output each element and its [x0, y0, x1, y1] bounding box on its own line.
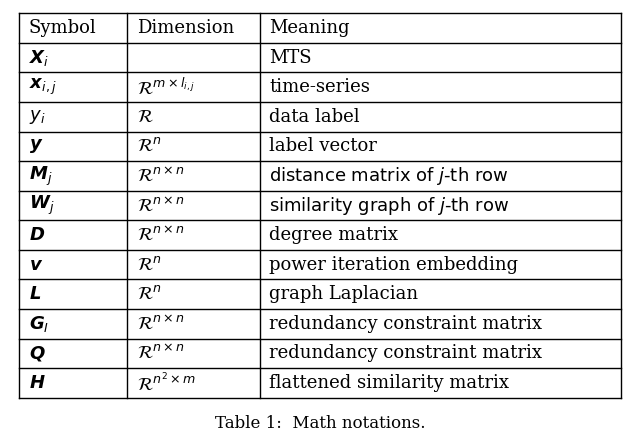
Text: $\boldsymbol{G}_I$: $\boldsymbol{G}_I$: [29, 314, 49, 334]
Text: $\boldsymbol{x}_{i,j}$: $\boldsymbol{x}_{i,j}$: [29, 77, 57, 97]
Text: $\boldsymbol{v}$: $\boldsymbol{v}$: [29, 255, 43, 274]
Text: $\boldsymbol{M}_j$: $\boldsymbol{M}_j$: [29, 164, 52, 187]
Text: redundancy constraint matrix: redundancy constraint matrix: [269, 344, 543, 362]
Text: Dimension: Dimension: [137, 19, 234, 37]
Text: $\boldsymbol{L}$: $\boldsymbol{L}$: [29, 285, 41, 303]
Text: degree matrix: degree matrix: [269, 226, 399, 244]
Text: label vector: label vector: [269, 137, 378, 156]
Text: data label: data label: [269, 108, 360, 126]
Text: Symbol: Symbol: [29, 19, 97, 37]
Text: $y_i$: $y_i$: [29, 108, 45, 126]
Text: $\boldsymbol{D}$: $\boldsymbol{D}$: [29, 226, 45, 244]
Text: $\boldsymbol{H}$: $\boldsymbol{H}$: [29, 374, 45, 392]
Text: graph Laplacian: graph Laplacian: [269, 285, 419, 303]
Text: distance matrix of $j$-th row: distance matrix of $j$-th row: [269, 165, 509, 187]
Text: $\mathcal{R}^{n\times n}$: $\mathcal{R}^{n\times n}$: [137, 167, 185, 185]
Text: flattened similarity matrix: flattened similarity matrix: [269, 374, 509, 392]
Text: $\boldsymbol{W}_j$: $\boldsymbol{W}_j$: [29, 194, 54, 217]
Text: $\boldsymbol{X}_i$: $\boldsymbol{X}_i$: [29, 48, 49, 68]
Text: $\boldsymbol{Q}$: $\boldsymbol{Q}$: [29, 344, 45, 363]
Text: $\mathcal{R}^{n\times n}$: $\mathcal{R}^{n\times n}$: [137, 344, 185, 362]
Text: $\mathcal{R}^{n}$: $\mathcal{R}^{n}$: [137, 285, 162, 303]
Text: $\mathcal{R}^{n\times n}$: $\mathcal{R}^{n\times n}$: [137, 197, 185, 214]
Text: similarity graph of $j$-th row: similarity graph of $j$-th row: [269, 194, 510, 217]
Text: $\mathcal{R}^{n}$: $\mathcal{R}^{n}$: [137, 137, 162, 156]
Text: MTS: MTS: [269, 49, 312, 67]
Text: $\mathcal{R}^{m\times l_{i,j}}$: $\mathcal{R}^{m\times l_{i,j}}$: [137, 77, 195, 97]
Text: Meaning: Meaning: [269, 19, 350, 37]
Text: redundancy constraint matrix: redundancy constraint matrix: [269, 315, 543, 333]
Text: $\mathcal{R}^{n}$: $\mathcal{R}^{n}$: [137, 255, 162, 274]
Text: power iteration embedding: power iteration embedding: [269, 255, 518, 274]
Text: $\mathcal{R}^{n\times n}$: $\mathcal{R}^{n\times n}$: [137, 226, 185, 244]
Text: $\boldsymbol{y}$: $\boldsymbol{y}$: [29, 137, 43, 156]
Text: Table 1:  Math notations.: Table 1: Math notations.: [215, 415, 425, 432]
Text: $\mathcal{R}$: $\mathcal{R}$: [137, 108, 154, 126]
Text: $\mathcal{R}^{n\times n}$: $\mathcal{R}^{n\times n}$: [137, 315, 185, 333]
Text: $\mathcal{R}^{n^2\times m}$: $\mathcal{R}^{n^2\times m}$: [137, 372, 196, 394]
Text: time-series: time-series: [269, 78, 371, 96]
